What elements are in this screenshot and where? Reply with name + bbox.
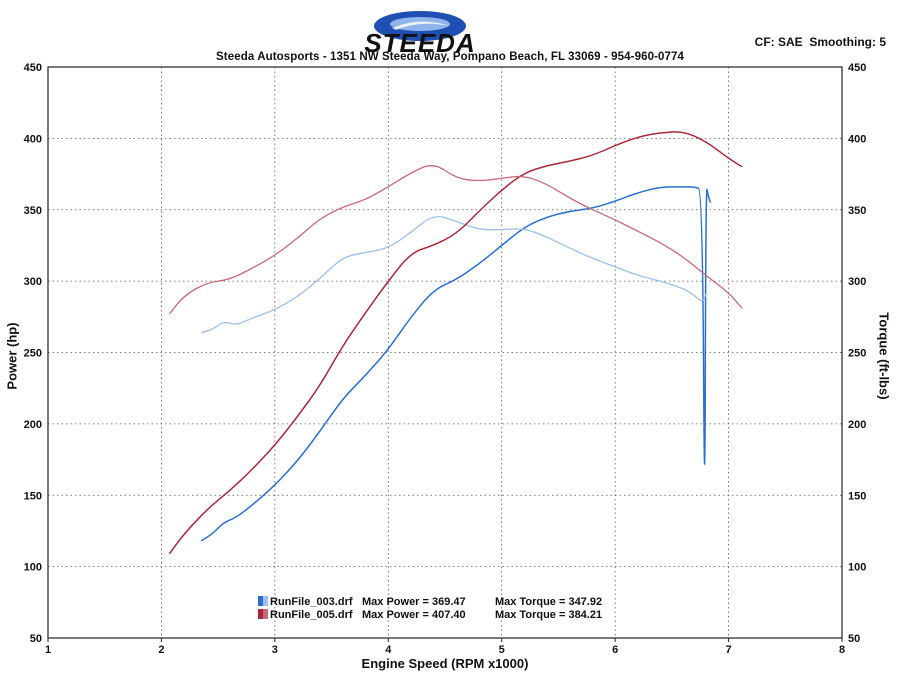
series-runfile-005-power [168,131,743,555]
y2-tick-label: 100 [848,562,866,574]
y2-tick-label: 350 [848,205,866,217]
x-tick-label: 2 [158,644,164,656]
legend-swatch-torque [263,596,268,606]
legend-label: RunFile_005.drf [270,609,353,621]
x-axis-label: Engine Speed (RPM x1000) [361,656,529,671]
y-tick-label: 150 [24,490,42,502]
y-tick-label: 350 [24,205,42,217]
chart-subtitle: Steeda Autosports - 1351 NW Steeda Way, … [216,51,684,63]
y-tick-label: 200 [24,419,42,431]
x-tick-label: 4 [385,644,392,656]
correction-factor-info: CF: SAE Smoothing: 5 [754,35,886,49]
series-runfile-003-torque [200,215,707,334]
x-tick-label: 6 [612,644,618,656]
y2-tick-label: 400 [848,133,866,145]
series-lines [168,131,743,555]
y2-tick-label: 450 [848,62,866,74]
legend-max-power: Max Power = 369.47 [362,596,466,608]
legend-max-power: Max Power = 407.40 [362,609,466,621]
steeda-logo: STEEDA [364,11,475,56]
x-tick-label: 3 [272,644,278,656]
legend: RunFile_003.drf Max Power = 369.47 Max Tor… [258,596,602,621]
y-tick-label: 300 [24,276,42,288]
y2-tick-label: 50 [848,633,860,645]
x-tick-label: 5 [499,644,505,656]
legend-max-torque: Max Torque = 384.21 [495,609,602,621]
y2-axis-label: Torque (ft-lbs) [876,312,892,400]
y2-tick-label: 200 [848,419,866,431]
legend-swatch-power [258,596,263,606]
x-tick-label: 7 [726,644,732,656]
x-tick-label: 1 [45,644,51,656]
legend-swatch-power [258,609,263,619]
y-tick-label: 400 [24,133,42,145]
legend-label: RunFile_003.drf [270,596,353,608]
plot-frame [47,66,843,639]
y2-tick-label: 150 [848,490,866,502]
y2-tick-label: 250 [848,348,866,360]
legend-swatch-torque [263,609,268,619]
series-runfile-003-power [200,186,712,542]
y2-tick-label: 300 [848,276,866,288]
series-runfile-005-torque [168,165,743,315]
legend-max-torque: Max Torque = 347.92 [495,596,602,608]
y-tick-label: 450 [24,62,42,74]
y-tick-label: 50 [30,633,42,645]
svg-text:STEEDA: STEEDA [364,28,475,56]
grid [48,67,842,638]
y-tick-label: 100 [24,562,42,574]
x-tick-label: 8 [839,644,845,656]
y-axis-label: Power (hp) [4,322,20,390]
y-tick-label: 250 [24,348,42,360]
